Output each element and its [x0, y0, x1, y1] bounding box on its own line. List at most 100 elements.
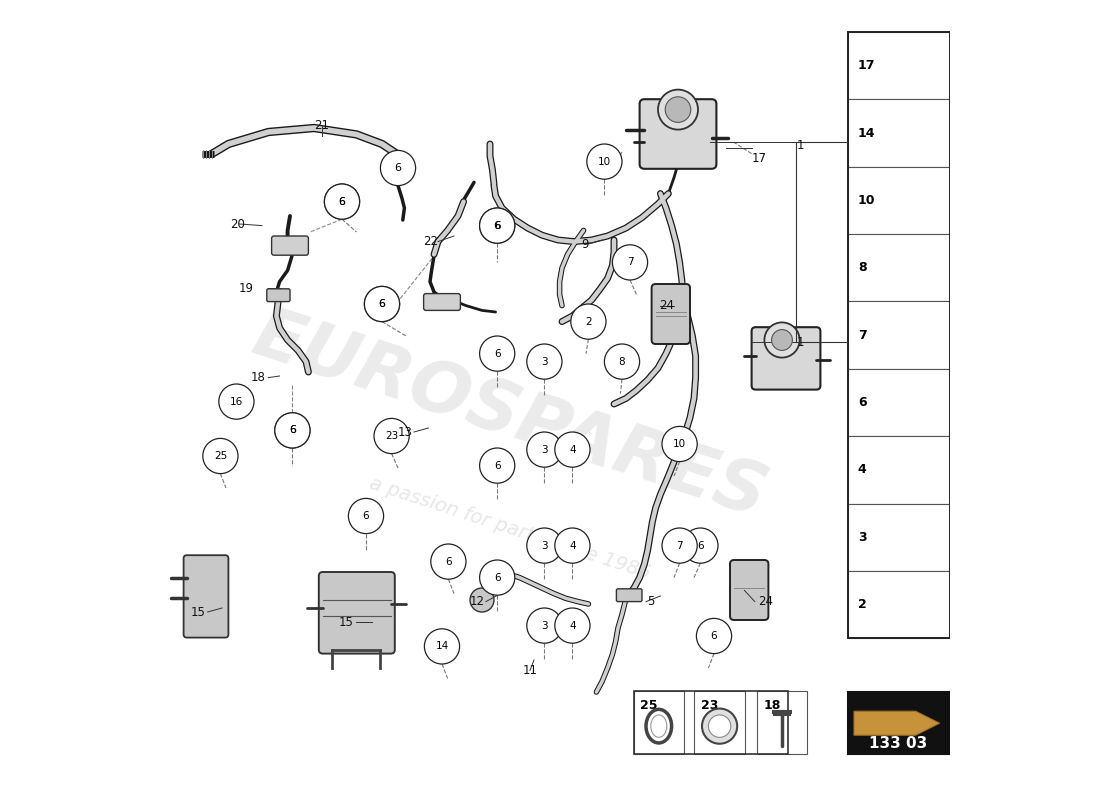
Text: 2: 2	[585, 317, 592, 326]
Circle shape	[554, 432, 590, 467]
Circle shape	[324, 184, 360, 219]
Circle shape	[571, 304, 606, 339]
Circle shape	[662, 426, 697, 462]
Text: 10: 10	[858, 194, 876, 207]
FancyBboxPatch shape	[267, 289, 290, 302]
Text: 15: 15	[339, 616, 354, 629]
Text: 6: 6	[378, 299, 385, 309]
Text: 23: 23	[701, 699, 718, 712]
Text: 8: 8	[618, 357, 625, 366]
Circle shape	[364, 286, 399, 322]
Text: 6: 6	[339, 197, 345, 206]
Text: 10: 10	[673, 439, 686, 449]
FancyBboxPatch shape	[651, 284, 690, 344]
Text: 24: 24	[659, 299, 674, 312]
Text: 9: 9	[581, 238, 589, 250]
Circle shape	[480, 448, 515, 483]
Circle shape	[764, 322, 800, 358]
Circle shape	[480, 336, 515, 371]
FancyBboxPatch shape	[730, 560, 769, 620]
FancyBboxPatch shape	[848, 436, 949, 503]
Text: 5: 5	[647, 595, 654, 608]
Text: EUROSPARES: EUROSPARES	[244, 300, 776, 532]
Text: 3: 3	[541, 357, 548, 366]
Circle shape	[219, 384, 254, 419]
Text: 18: 18	[251, 371, 266, 384]
Circle shape	[275, 413, 310, 448]
FancyBboxPatch shape	[848, 32, 949, 99]
Text: 1: 1	[796, 139, 804, 152]
FancyBboxPatch shape	[694, 691, 745, 754]
Text: 14: 14	[858, 126, 876, 139]
FancyBboxPatch shape	[848, 692, 949, 754]
Circle shape	[586, 144, 622, 179]
Text: 17: 17	[751, 152, 767, 165]
FancyBboxPatch shape	[272, 236, 308, 255]
Circle shape	[683, 528, 718, 563]
Circle shape	[480, 208, 515, 243]
Text: 6: 6	[697, 541, 704, 550]
Text: 12: 12	[470, 595, 484, 608]
Circle shape	[480, 208, 515, 243]
FancyBboxPatch shape	[424, 294, 461, 310]
Circle shape	[202, 438, 238, 474]
FancyBboxPatch shape	[634, 691, 684, 754]
Text: 22: 22	[424, 235, 438, 248]
Text: 4: 4	[858, 463, 867, 476]
Text: 6: 6	[395, 163, 402, 173]
Circle shape	[374, 418, 409, 454]
Text: 17: 17	[858, 59, 876, 72]
Text: 6: 6	[711, 631, 717, 641]
FancyBboxPatch shape	[848, 571, 949, 638]
Circle shape	[527, 528, 562, 563]
Ellipse shape	[651, 715, 667, 738]
Text: 6: 6	[494, 221, 501, 230]
Circle shape	[470, 588, 494, 612]
Circle shape	[662, 528, 697, 563]
FancyBboxPatch shape	[184, 555, 229, 638]
Circle shape	[349, 498, 384, 534]
Text: 4: 4	[569, 541, 575, 550]
Text: 18: 18	[763, 699, 781, 712]
Circle shape	[275, 413, 310, 448]
FancyBboxPatch shape	[319, 572, 395, 654]
Circle shape	[613, 245, 648, 280]
Text: 6: 6	[494, 221, 501, 230]
Text: 3: 3	[541, 621, 548, 630]
FancyBboxPatch shape	[848, 503, 949, 571]
Text: 6: 6	[378, 299, 385, 309]
Text: 24: 24	[758, 595, 773, 608]
Text: 6: 6	[858, 396, 867, 409]
Text: 3: 3	[858, 530, 867, 544]
Text: 3: 3	[541, 541, 548, 550]
Text: 3: 3	[541, 445, 548, 454]
FancyBboxPatch shape	[848, 166, 949, 234]
Circle shape	[425, 629, 460, 664]
Polygon shape	[854, 711, 939, 735]
Text: a passion for parts since 1985: a passion for parts since 1985	[367, 474, 653, 582]
FancyBboxPatch shape	[751, 327, 821, 390]
Text: 6: 6	[494, 573, 501, 582]
Text: 6: 6	[363, 511, 370, 521]
Text: 11: 11	[522, 664, 538, 677]
Text: 6: 6	[446, 557, 452, 566]
Circle shape	[771, 330, 792, 350]
Circle shape	[696, 618, 732, 654]
Text: 4: 4	[569, 621, 575, 630]
Text: 23: 23	[385, 431, 398, 441]
FancyBboxPatch shape	[616, 589, 642, 602]
Text: 19: 19	[239, 282, 254, 294]
Text: 14: 14	[436, 642, 449, 651]
Circle shape	[527, 344, 562, 379]
Circle shape	[666, 97, 691, 122]
Circle shape	[554, 528, 590, 563]
Text: 8: 8	[858, 262, 867, 274]
FancyBboxPatch shape	[639, 99, 716, 169]
Circle shape	[324, 184, 360, 219]
Text: 4: 4	[569, 445, 575, 454]
Circle shape	[554, 608, 590, 643]
Text: 6: 6	[339, 197, 345, 206]
Text: 21: 21	[315, 119, 330, 132]
FancyBboxPatch shape	[848, 302, 949, 369]
Text: 7: 7	[676, 541, 683, 550]
